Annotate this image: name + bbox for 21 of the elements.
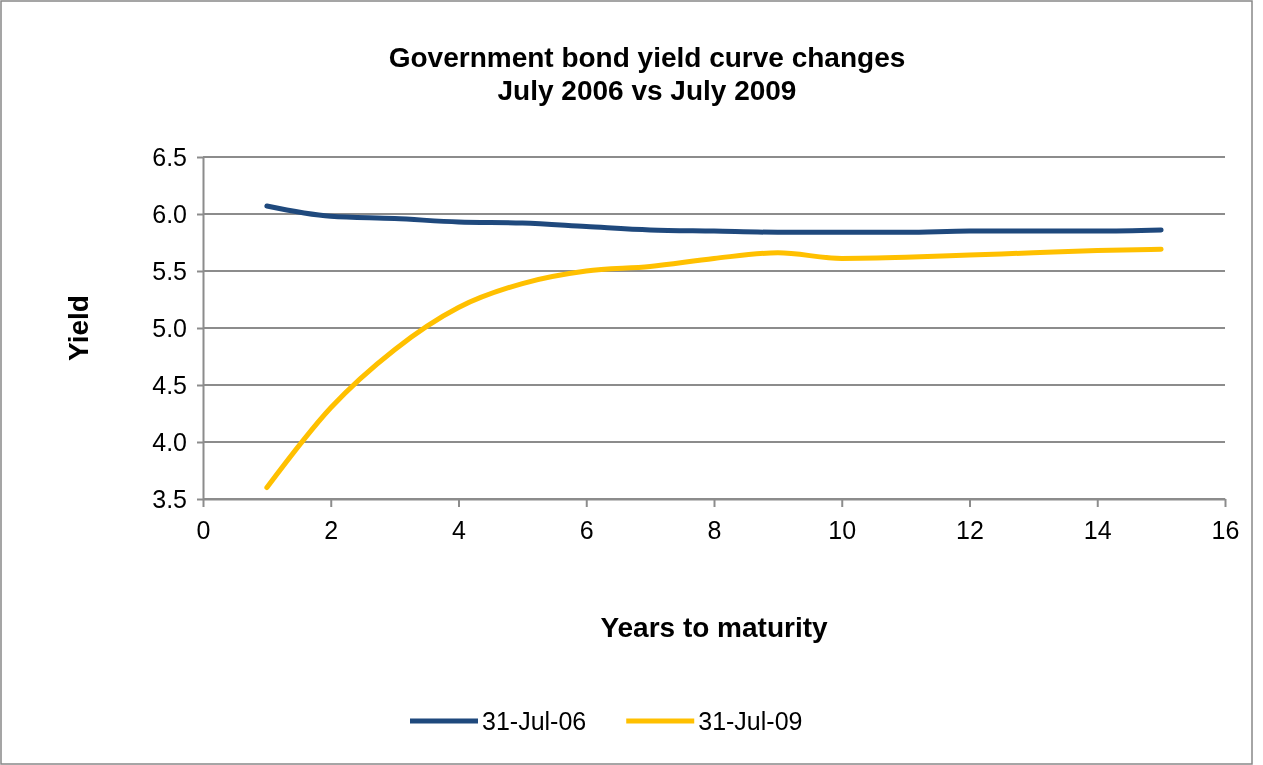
legend-label: 31-Jul-06 <box>482 707 587 735</box>
x-tick-label: 2 <box>324 515 339 544</box>
x-tick-label: 16 <box>1211 515 1240 544</box>
y-tick-label: 4.0 <box>152 427 187 456</box>
x-tick-label: 14 <box>1083 515 1112 544</box>
x-axis-title: Years to maturity <box>600 612 829 643</box>
x-tick-label: 4 <box>452 515 467 544</box>
x-tick-label: 0 <box>196 515 211 544</box>
x-tick-label: 6 <box>579 515 594 544</box>
legend-label: 31-Jul-09 <box>698 707 803 735</box>
y-tick-label: 3.5 <box>152 484 187 513</box>
y-tick-label: 6.5 <box>152 142 187 171</box>
y-axis-title: Yield <box>63 295 94 361</box>
x-tick-label: 10 <box>828 515 857 544</box>
y-tick-label: 4.5 <box>152 370 187 399</box>
x-tick-label: 8 <box>707 515 722 544</box>
y-tick-label: 6.0 <box>152 199 187 228</box>
y-tick-label: 5.5 <box>152 256 187 285</box>
x-tick-label: 12 <box>956 515 984 544</box>
y-tick-label: 5.0 <box>152 313 187 342</box>
chart-title: Government bond yield curve changes July 2006 vs July 2009 <box>388 42 906 106</box>
